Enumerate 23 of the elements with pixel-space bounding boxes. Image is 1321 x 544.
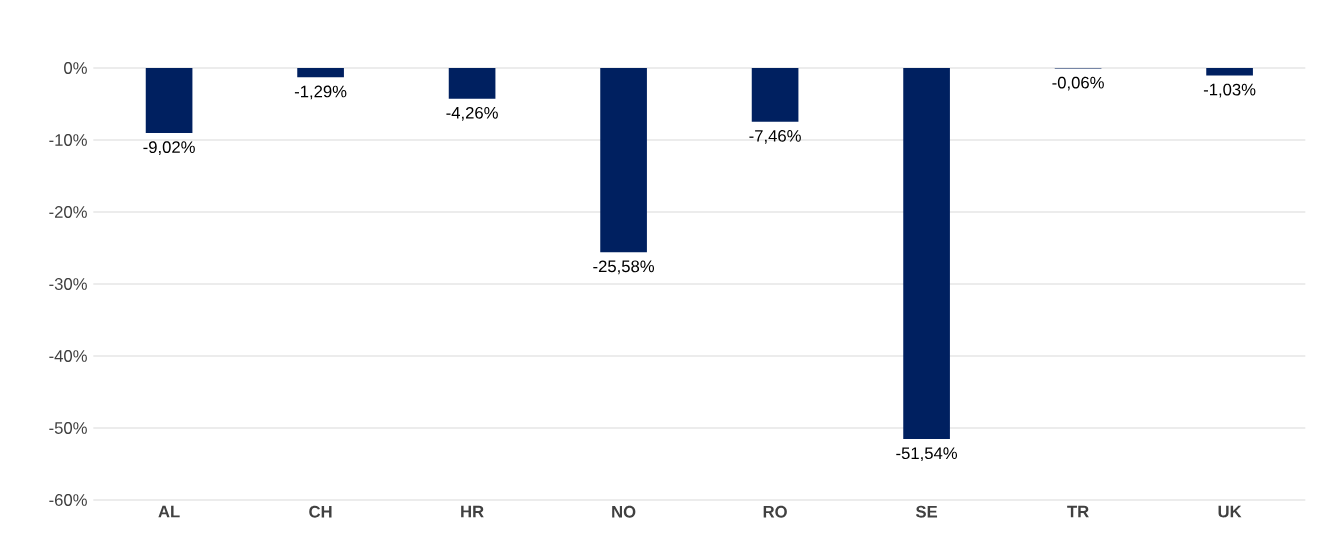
x-tick-label: TR bbox=[1067, 505, 1089, 518]
y-tick-label: -50% bbox=[49, 422, 87, 434]
x-tick-label: HR bbox=[461, 505, 484, 518]
x-tick-label: NO bbox=[612, 505, 636, 518]
data-label: -7,46% bbox=[749, 129, 801, 144]
y-tick-label: 0% bbox=[64, 62, 87, 74]
y-tick-label: -20% bbox=[49, 206, 87, 218]
x-tick-label: SE bbox=[915, 505, 938, 518]
data-label: -1,29% bbox=[294, 85, 347, 100]
y-tick-label: -60% bbox=[49, 494, 87, 506]
y-tick-label: -10% bbox=[49, 134, 87, 146]
data-label: -51,54% bbox=[896, 447, 958, 462]
x-tick-label: AL bbox=[158, 505, 180, 518]
y-tick-label: -30% bbox=[49, 278, 87, 290]
y-tick-label: -40% bbox=[49, 350, 87, 362]
x-tick-label: RO bbox=[763, 505, 787, 518]
x-tick-label: CH bbox=[309, 505, 332, 518]
data-label: -1,03% bbox=[1203, 83, 1256, 98]
data-label: -0,06% bbox=[1052, 76, 1104, 91]
x-tick-label: UK bbox=[1218, 505, 1242, 518]
data-label: -9,02% bbox=[143, 141, 195, 155]
data-label: -4,26% bbox=[446, 106, 498, 121]
data-label: -25,58% bbox=[593, 260, 655, 275]
